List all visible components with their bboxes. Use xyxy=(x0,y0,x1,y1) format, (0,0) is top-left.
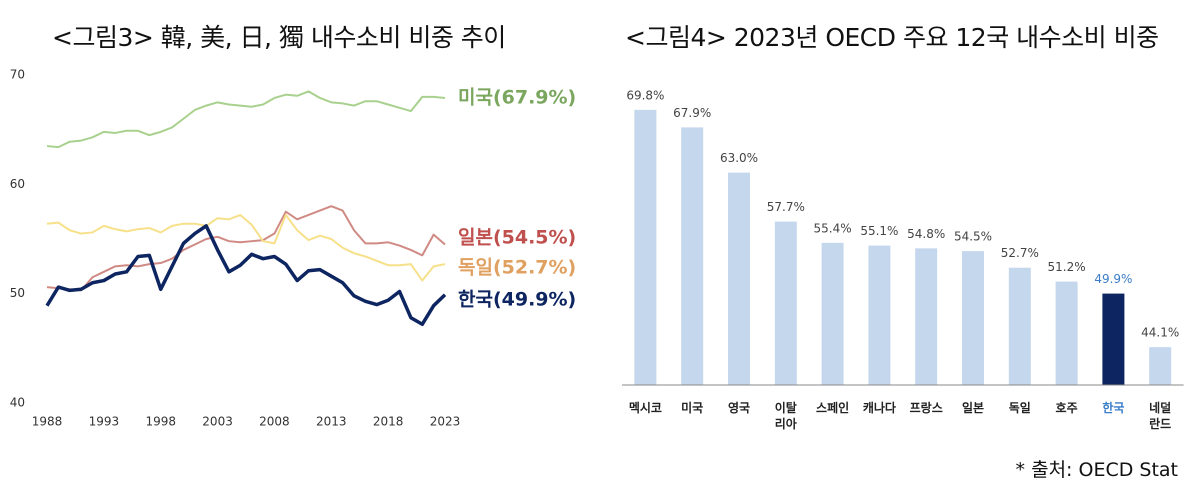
chart-title: <그림3> 韓, 美, 日, 獨 내수소비 비중 추이 xyxy=(52,23,506,52)
series-label: 한국(49.9%) xyxy=(458,289,576,311)
x-tick-label: 2023 xyxy=(430,415,461,429)
y-tick-label: 50 xyxy=(10,286,25,300)
y-tick-label: 40 xyxy=(10,396,25,410)
series-line xyxy=(46,213,446,282)
x-tick-label: 1993 xyxy=(89,415,120,429)
value-label: 67.9% xyxy=(673,106,711,120)
bar xyxy=(1008,267,1031,385)
x-tick-label: 한국 xyxy=(1102,401,1125,415)
value-label: 55.1% xyxy=(860,224,898,238)
source-note: * 출처: OECD Stat xyxy=(1015,459,1178,481)
value-label: 54.5% xyxy=(954,230,992,244)
bar xyxy=(634,109,657,385)
value-label: 52.7% xyxy=(1001,246,1039,260)
x-tick-label: 호주 xyxy=(1055,401,1078,415)
bar xyxy=(1055,281,1078,385)
x-tick-label: 1998 xyxy=(145,415,176,429)
value-label: 54.8% xyxy=(907,227,945,241)
value-label: 63.0% xyxy=(720,151,758,165)
bar xyxy=(1149,347,1172,385)
x-tick-label: 영국 xyxy=(727,401,751,415)
bar xyxy=(774,221,797,385)
value-label: 44.1% xyxy=(1141,326,1179,340)
value-label: 69.8% xyxy=(626,88,664,102)
x-tick-label: 네덜 란드 xyxy=(1149,401,1172,431)
chart-title: <그림4> 2023년 OECD 주요 12국 내수소비 비중 xyxy=(625,23,1159,52)
series-label: 미국(67.9%) xyxy=(458,87,576,109)
y-tick-label: 60 xyxy=(10,177,25,191)
bar xyxy=(681,127,704,385)
x-tick-label: 캐나다 xyxy=(862,401,896,415)
x-tick-label: 2018 xyxy=(373,415,404,429)
x-tick-label: 독일 xyxy=(1008,401,1031,415)
bar xyxy=(1102,293,1125,385)
series-line xyxy=(46,205,446,292)
value-label: 49.9% xyxy=(1094,272,1132,286)
x-tick-label: 미국 xyxy=(681,401,704,415)
x-tick-label: 2008 xyxy=(259,415,290,429)
bar xyxy=(728,172,750,385)
x-tick-label: 이탈 리아 xyxy=(774,401,797,431)
y-tick-label: 70 xyxy=(10,68,25,82)
x-tick-label: 2003 xyxy=(202,415,233,429)
x-tick-label: 스페인 xyxy=(816,401,850,415)
series-label: 독일(52.7%) xyxy=(458,257,576,279)
series-label: 일본(54.5%) xyxy=(458,227,576,249)
bar xyxy=(821,242,844,385)
x-tick-label: 프랑스 xyxy=(909,401,943,415)
x-tick-label: 1988 xyxy=(32,415,63,429)
x-tick-label: 2013 xyxy=(316,415,347,429)
value-label: 57.7% xyxy=(767,200,805,214)
bar xyxy=(915,248,938,385)
series-line xyxy=(45,224,447,327)
bar xyxy=(962,251,984,385)
x-tick-label: 일본 xyxy=(961,401,985,415)
value-label: 51.2% xyxy=(1048,260,1086,274)
series-line xyxy=(46,90,446,149)
x-tick-label: 멕시코 xyxy=(628,401,662,415)
value-label: 55.4% xyxy=(814,221,852,235)
bar xyxy=(868,245,891,385)
